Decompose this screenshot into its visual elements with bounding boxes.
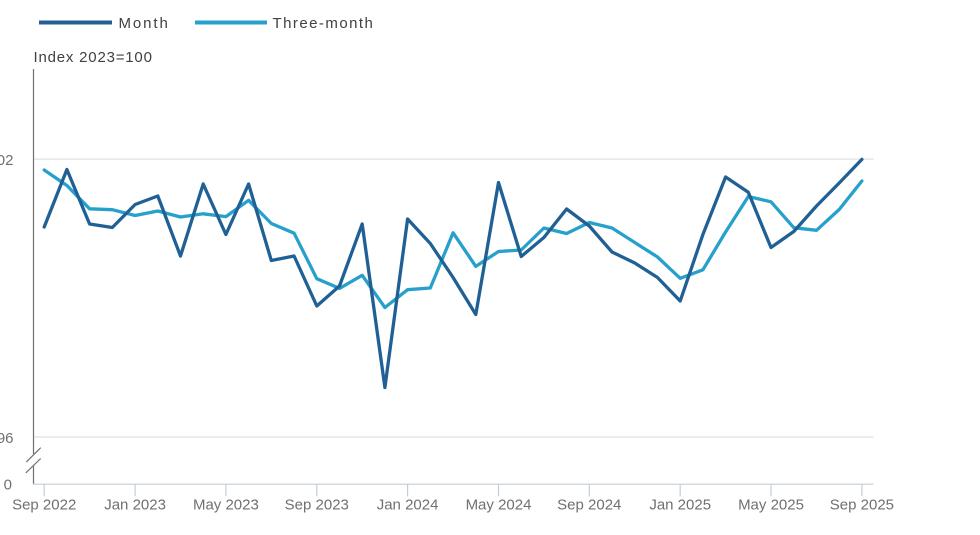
svg-text:May 2023: May 2023 xyxy=(193,496,259,513)
svg-text:96: 96 xyxy=(0,430,14,447)
svg-text:Sep 2022: Sep 2022 xyxy=(12,496,76,513)
svg-text:Sep 2023: Sep 2023 xyxy=(285,496,349,513)
svg-text:Index 2023=100: Index 2023=100 xyxy=(34,49,153,66)
svg-text:May 2024: May 2024 xyxy=(466,496,532,513)
svg-text:Sep 2025: Sep 2025 xyxy=(830,496,894,513)
svg-text:Sep 2024: Sep 2024 xyxy=(557,496,621,513)
svg-text:Jan 2024: Jan 2024 xyxy=(377,496,439,513)
svg-text:Jan 2023: Jan 2023 xyxy=(104,496,166,513)
svg-text:Month: Month xyxy=(119,15,170,32)
svg-text:0: 0 xyxy=(4,477,12,494)
svg-text:Three-month: Three-month xyxy=(273,15,375,32)
svg-text:Jan 2025: Jan 2025 xyxy=(649,496,711,513)
svg-text:May 2025: May 2025 xyxy=(738,496,804,513)
svg-text:102: 102 xyxy=(0,152,14,169)
